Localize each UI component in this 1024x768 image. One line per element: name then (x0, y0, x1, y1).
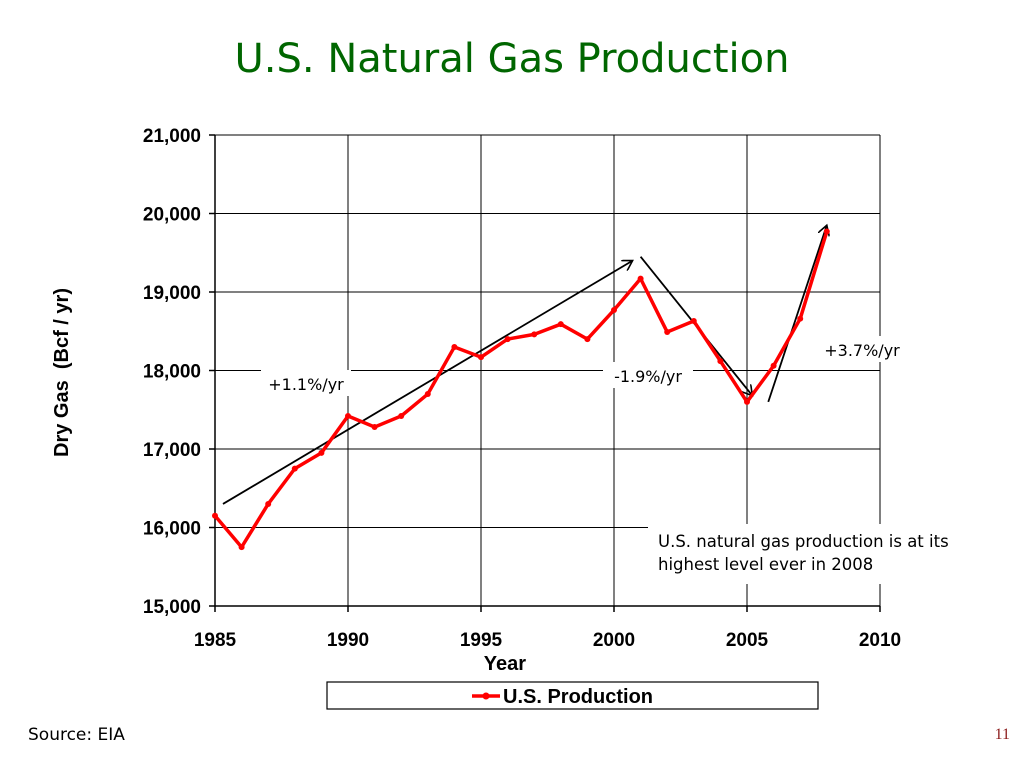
annotation-container: U.S. natural gas production is at its hi… (658, 532, 949, 574)
tick-labels: 15,000 16,000 17,000 18,000 19,000 20,000 21,0… (51, 126, 901, 675)
x-tick-label: 2005 (726, 630, 769, 651)
x-tick-label: 1985 (194, 630, 237, 651)
slide-title: U.S. Natural Gas Production (234, 36, 790, 82)
data-point (291, 465, 298, 472)
data-point (318, 449, 325, 456)
x-tick-label: 2000 (593, 630, 635, 651)
data-point (265, 500, 272, 507)
x-tick-label: 2010 (859, 630, 901, 651)
x-tick-label: 1990 (327, 630, 369, 651)
data-point (557, 321, 564, 328)
y-tick-label: 15,000 (143, 597, 201, 618)
y-tick-label: 19,000 (143, 283, 201, 304)
data-point (424, 391, 431, 398)
data-point (690, 318, 697, 325)
legend: U.S. Production (326, 681, 819, 710)
trend-label: -1.9%/yr (614, 367, 682, 386)
legend-swatch-marker (482, 692, 490, 700)
data-point (398, 413, 405, 420)
y-axis-title: Dry Gas (Bcf / yr) (51, 288, 73, 457)
trend-label: +3.7%/yr (824, 341, 900, 360)
legend-box (326, 681, 819, 710)
data-point (371, 424, 378, 431)
data-point (584, 336, 591, 343)
page-number: 11 (994, 726, 1010, 743)
annotation-bg (648, 524, 993, 584)
x-axis-title: Year (484, 653, 526, 675)
axes (209, 134, 881, 612)
data-point (823, 228, 830, 235)
trend-labels: +1.1%/yr -1.9%/yr +3.7%/yr (261, 336, 912, 396)
trend-label-bg (261, 370, 351, 396)
y-tick-label: 16,000 (143, 519, 201, 540)
trend-arrow-1 (222, 261, 633, 505)
trend-arrow-3 (767, 225, 827, 403)
trend-label: +1.1%/yr (268, 375, 344, 394)
data-point (504, 336, 511, 343)
data-point (451, 343, 458, 350)
data-point (664, 329, 671, 336)
trend-label-bg (812, 336, 912, 362)
data-point (238, 544, 245, 551)
data-point (345, 413, 351, 420)
y-tick-label: 18,000 (143, 362, 201, 383)
series-layer (212, 228, 830, 551)
data-point (770, 362, 777, 369)
annotation-text: U.S. natural gas production is at its hi… (658, 532, 949, 574)
y-tick-label: 21,000 (143, 126, 201, 147)
data-point (531, 331, 538, 338)
data-point (611, 307, 617, 314)
x-tick-label: 1995 (460, 630, 503, 651)
y-tick-label: 17,000 (143, 440, 201, 461)
data-point (797, 315, 804, 322)
trend-label-bg (603, 362, 693, 388)
series-line (213, 231, 829, 549)
annotation-box: U.S. natural gas production is at its hi… (648, 524, 993, 584)
data-point (744, 398, 750, 405)
legend-label: U.S. Production (503, 686, 653, 708)
data-point (478, 354, 484, 361)
y-tick-label: 20,000 (143, 205, 201, 226)
data-point (717, 358, 724, 365)
trend-arrows (222, 225, 827, 505)
source-note: Source: EIA (28, 725, 125, 745)
data-point (212, 512, 218, 519)
data-point (637, 275, 644, 282)
